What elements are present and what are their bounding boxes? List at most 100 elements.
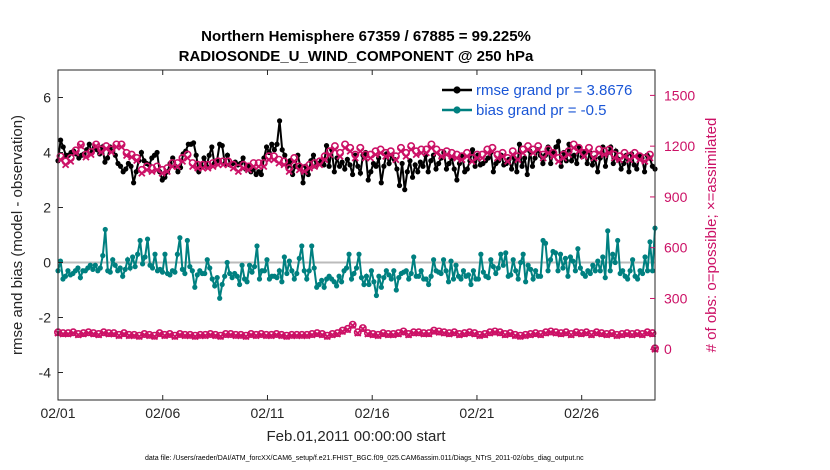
assimilated-point [382,152,390,160]
bias-point [575,246,581,252]
y-ticks-left: -4 -2 0 2 4 6 [39,90,63,381]
assimilated-point [133,156,141,165]
assimilated-point [102,145,110,153]
bias-point [144,236,151,242]
assimilated-point [216,332,225,341]
assimilated-point [450,329,458,337]
assimilated-point [280,161,288,169]
bias-point [391,268,397,274]
assimilated-point [82,153,90,161]
rmse-point [365,177,371,183]
assimilated-point [453,154,461,162]
rmse-point [516,141,523,147]
bias-point [426,281,432,288]
bias-point [182,270,188,277]
assimilated-point [209,162,217,171]
rmse-point [394,166,400,172]
bias-point [396,275,402,281]
rmse-point [128,163,134,169]
bias-point [120,273,126,279]
rmse-point [209,144,215,150]
bias-point [286,258,292,264]
bias-point [388,276,394,282]
assimilated-point [631,152,639,160]
assimilated-point [341,144,349,152]
assimilated-point [422,149,430,157]
bias-point [179,266,185,272]
bias-point [460,268,467,274]
y-axis-label-left: rmse and bias (model - observation) [9,115,26,355]
assimilated-point [646,154,654,162]
bias-point [615,237,621,244]
assimilated-point [138,169,146,177]
possible-point [445,329,454,338]
rmse-point [274,141,280,147]
bias-point [100,253,106,259]
bias-point [642,254,648,260]
bias-point [239,262,245,268]
bias-point [386,272,392,278]
y-tick-label-right: 900 [664,189,688,205]
legend-rmse-marker [453,86,461,94]
assimilated-point [67,157,75,166]
rmse-point [522,155,528,161]
bias-point [172,269,178,275]
rmse-point [404,169,410,175]
rmse-point [154,149,160,156]
assimilated-point [143,166,151,174]
rmse-point [402,187,408,193]
rmse-point [331,169,337,175]
assimilated-point [458,156,466,164]
bias-point [321,284,327,290]
bias-point [480,269,486,275]
bias-point [127,265,133,271]
assimilated-point [333,330,342,338]
bias-point [428,273,434,279]
assimilated-point [122,151,131,160]
bias-point [590,262,596,268]
bias-point [264,257,270,263]
assimilated-point [117,143,126,151]
bias-point [189,268,195,274]
bias-point [214,275,220,281]
assimilated-point [92,142,100,150]
bias-point [348,276,355,282]
bias-point [513,268,519,274]
bias-point [207,265,213,271]
assimilated-point [407,145,415,154]
assimilated-point [56,156,65,164]
rmse-point [420,163,426,169]
assimilated-point [242,332,250,341]
rmse-point [282,152,288,158]
bias-point [408,270,414,277]
bias-point [488,257,494,263]
assimilated-point [638,331,646,339]
y-tick-label-left: 0 [43,255,51,271]
rmse-point [336,163,343,169]
x-axis-label: Feb.01,2011 00:00:00 start [266,428,446,445]
bias-point [102,226,108,233]
bias-point [291,276,297,282]
bias-point [416,273,422,279]
bias-point [251,264,258,270]
footnote: data file: /Users/raeder/DAI/ATM_forcXX/… [145,455,584,462]
bias-point [493,270,499,277]
rmse-point [472,163,478,169]
bias-point [431,257,437,263]
rmse-point [123,166,129,172]
rmse-point [433,166,439,172]
possible-point [557,329,566,338]
rmse-point [263,144,270,150]
bias-point [518,259,524,266]
assimilated-point [529,149,537,157]
bias-point [378,284,384,290]
assimilated-point [224,161,232,169]
bias-point [570,258,576,264]
bias-point [137,237,143,244]
bias-point [470,268,477,274]
bias-point [107,269,113,275]
possible-point [92,140,101,149]
bias-point [346,251,352,257]
possible-point [602,329,611,338]
